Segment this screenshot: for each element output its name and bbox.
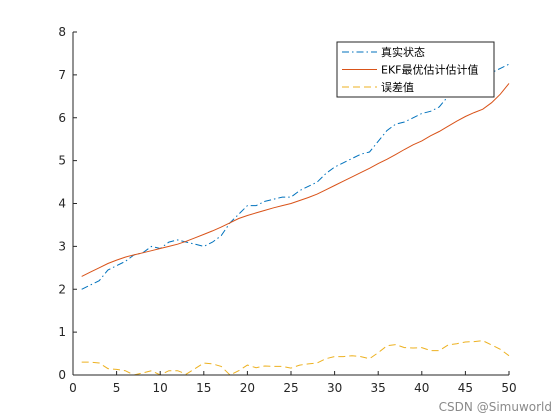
y-tick-label: 3 bbox=[58, 239, 66, 253]
y-tick-label: 0 bbox=[58, 368, 66, 382]
legend-label: 误差值 bbox=[381, 80, 414, 94]
x-tick-label: 0 bbox=[69, 381, 77, 395]
y-tick-label: 6 bbox=[58, 111, 66, 125]
legend-label: EKF最优估计估计值 bbox=[381, 64, 479, 77]
y-tick-label: 8 bbox=[58, 25, 66, 39]
x-tick-label: 35 bbox=[371, 381, 386, 395]
y-tick-label: 7 bbox=[58, 68, 66, 82]
x-tick-label: 15 bbox=[196, 381, 211, 395]
series-line-2 bbox=[81, 83, 510, 277]
x-tick-label: 50 bbox=[501, 381, 516, 395]
series-line-3 bbox=[81, 340, 510, 376]
watermark-text: CSDN @Simuworld bbox=[438, 400, 552, 414]
x-tick-label: 45 bbox=[458, 381, 473, 395]
y-tick-label: 1 bbox=[58, 325, 66, 339]
series-layer bbox=[81, 63, 510, 376]
x-tick-label: 10 bbox=[153, 381, 168, 395]
x-tick-label: 5 bbox=[113, 381, 121, 395]
x-tick-label: 40 bbox=[414, 381, 429, 395]
legend-label: 真实状态 bbox=[381, 45, 425, 59]
y-tick-label: 5 bbox=[58, 154, 66, 168]
x-tick-label: 30 bbox=[327, 381, 342, 395]
x-tick-label: 25 bbox=[283, 381, 298, 395]
series-line-1 bbox=[81, 63, 510, 290]
y-tick-label: 4 bbox=[58, 197, 66, 211]
x-tick-label: 20 bbox=[240, 381, 255, 395]
y-tick-label: 2 bbox=[58, 282, 66, 296]
